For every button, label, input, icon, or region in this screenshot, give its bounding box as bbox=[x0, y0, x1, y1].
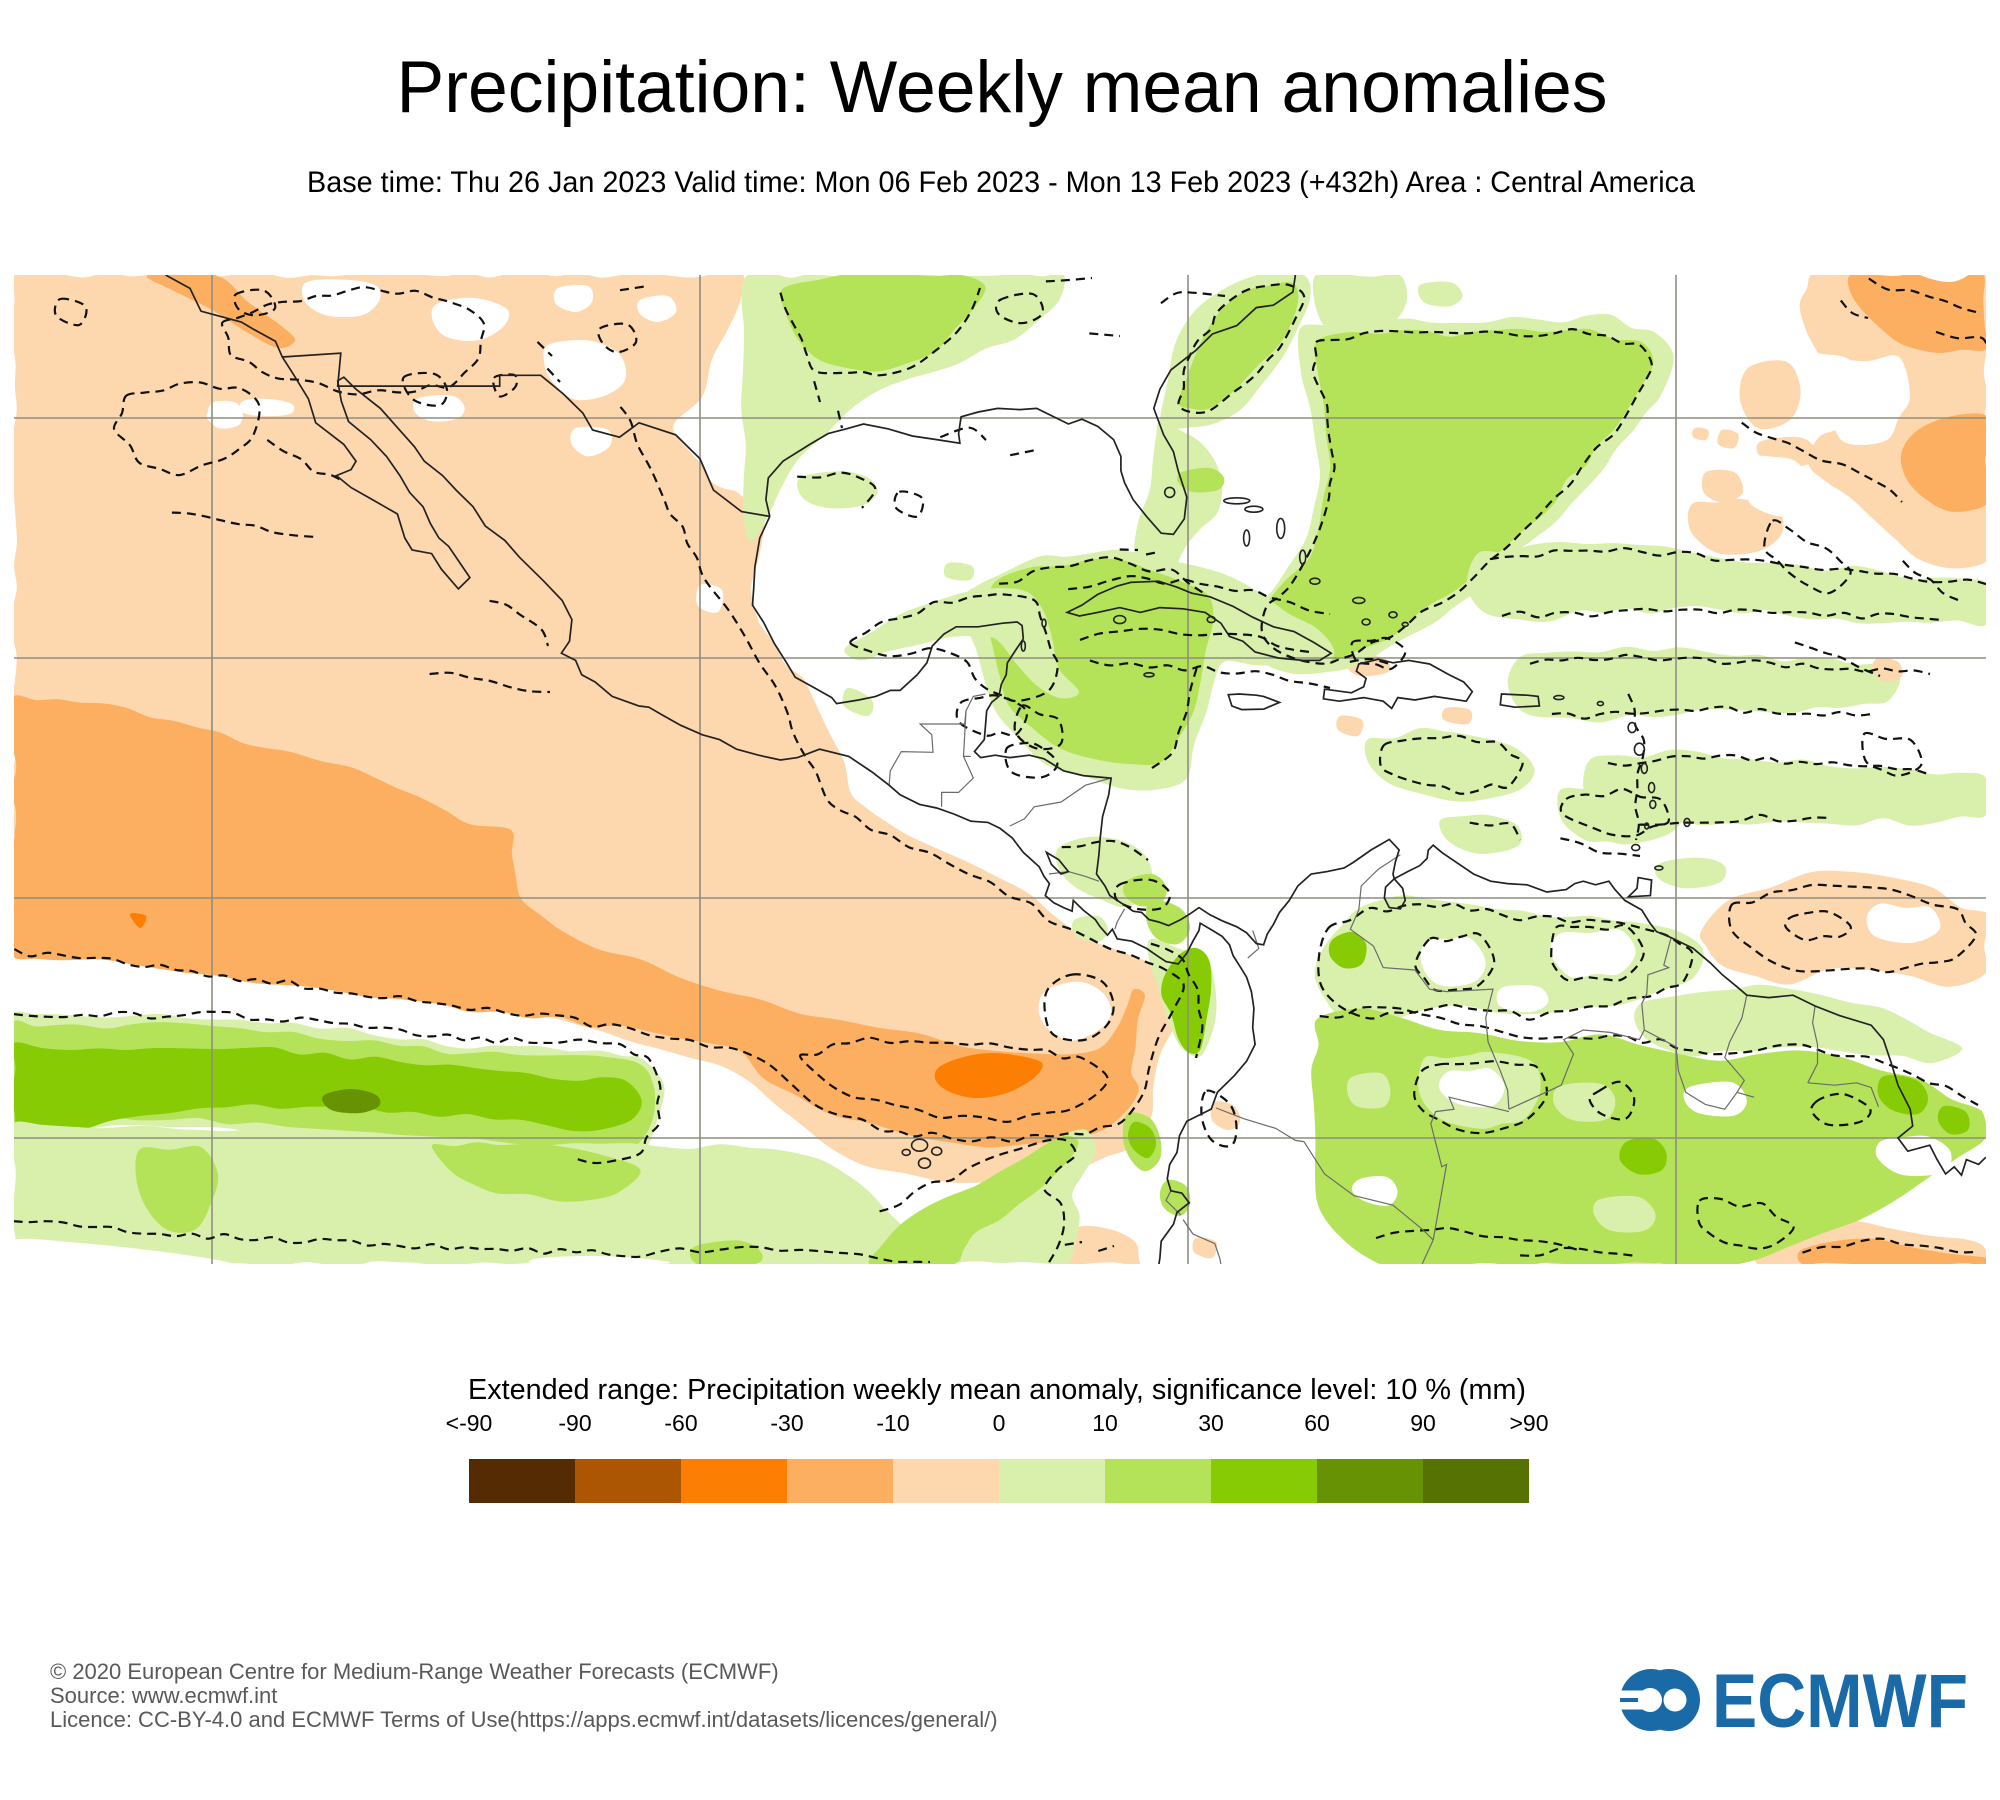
svg-text:0: 0 bbox=[993, 1410, 1006, 1436]
svg-text:Source: www.ecmwf.int: Source: www.ecmwf.int bbox=[50, 1683, 277, 1708]
svg-text:>90: >90 bbox=[1509, 1410, 1548, 1436]
svg-text:30: 30 bbox=[1198, 1410, 1224, 1436]
svg-text:10: 10 bbox=[1092, 1410, 1118, 1436]
svg-text:60: 60 bbox=[1304, 1410, 1330, 1436]
svg-text:© 2020 European Centre for Med: © 2020 European Centre for Medium-Range … bbox=[50, 1659, 779, 1684]
svg-text:-10: -10 bbox=[876, 1410, 909, 1436]
svg-text:-90: -90 bbox=[558, 1410, 591, 1436]
svg-text:-30: -30 bbox=[770, 1410, 803, 1436]
svg-text:-60: -60 bbox=[664, 1410, 697, 1436]
svg-text:ECMWF: ECMWF bbox=[1712, 1659, 1968, 1744]
svg-text:Base time: Thu 26 Jan 2023 Val: Base time: Thu 26 Jan 2023 Valid time: M… bbox=[307, 166, 1695, 199]
svg-text:Licence: CC-BY-4.0 and ECMWF T: Licence: CC-BY-4.0 and ECMWF Terms of Us… bbox=[50, 1707, 998, 1732]
svg-text:Extended range: Precipitation: Extended range: Precipitation weekly mea… bbox=[468, 1374, 1526, 1406]
svg-text:Precipitation: Weekly mean ano: Precipitation: Weekly mean anomalies bbox=[397, 47, 1608, 128]
svg-text:90: 90 bbox=[1410, 1410, 1436, 1436]
svg-text:<-90: <-90 bbox=[446, 1410, 493, 1436]
